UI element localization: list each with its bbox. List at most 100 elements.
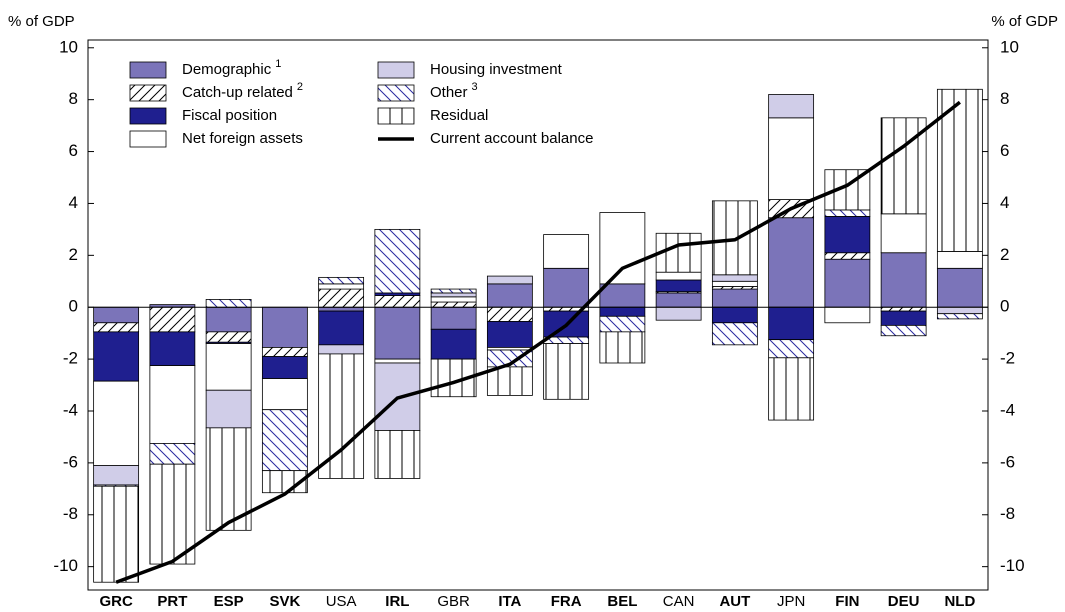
bar-segment [711,322,758,346]
bar-segment [655,306,702,321]
bar-segment [880,213,927,254]
x-tick-label: GBR [437,593,470,610]
x-tick-label: FIN [835,593,859,610]
legend-footnote: 2 [297,81,303,93]
bar-segment [430,296,477,303]
bar-segment [936,306,983,315]
bar-segment [318,288,365,308]
x-tick-label: AUT [719,593,750,610]
bar-segment [318,344,365,355]
bar-segment [205,306,252,333]
bar-segment [205,343,252,391]
bar-segment [543,267,590,308]
bar-segment [430,292,477,298]
y2-tick-label: -10 [1000,556,1025,575]
y2-tick-label: 2 [1000,245,1009,264]
bar-segment [824,306,871,324]
bar-segment [824,216,871,254]
bar-segment [318,283,365,290]
bar-segment [711,288,758,308]
bar-segment [374,358,421,364]
legend-swatch [377,61,415,79]
x-tick-label: SVK [269,593,300,610]
bar-segment [430,301,477,308]
y2-tick-label: 6 [1000,141,1009,160]
y2-axis-label: % of GDP [991,13,1058,30]
y2-tick-label: -2 [1000,349,1015,368]
legend-swatch [377,84,415,102]
bar-segment [543,310,590,338]
x-tick-label: ESP [214,593,244,610]
y-axis-label: % of GDP [8,13,75,30]
bar-segment [93,380,140,466]
bar-segment [880,306,927,312]
y-tick-label: -4 [63,400,78,419]
x-tick-label: PRT [157,593,187,610]
legend-label: Residual [430,107,488,124]
bar-segment [93,485,140,583]
line-series [115,100,961,584]
y-tick-label: 2 [69,245,78,264]
bar-segment [936,267,983,308]
y2-tick-label: 10 [1000,37,1019,56]
bar-segment [543,343,590,400]
bar-segment [149,331,196,366]
bar-segment [374,306,421,360]
bar-segment [149,463,196,565]
bar-segment [93,322,140,333]
bar-segment [486,366,533,396]
bar-segment [768,94,815,119]
bar-segment [93,306,140,324]
bar-segment [824,209,871,217]
x-tick-label: USA [326,593,357,610]
bar-segment [768,339,815,359]
bar-segment [936,313,983,320]
plot-frame [87,39,989,591]
x-tick-label: CAN [663,593,695,610]
bar-segment [486,306,533,322]
legend-swatch [377,107,415,125]
bar-segment [824,258,871,308]
bar-segment [711,280,758,287]
bar-segment [430,328,477,360]
bar-segment [149,365,196,444]
legend-label: Demographic [182,61,272,78]
bar-segment [149,443,196,465]
bar-segment [261,306,308,348]
y-tick-label: -2 [63,349,78,368]
bar-segment [205,299,252,308]
bar-segment [93,331,140,382]
bar-segment [599,212,646,285]
y-tick-label: -10 [53,556,78,575]
bar-segment [880,324,927,337]
legend-swatch [129,84,167,102]
x-tick-label: BEL [607,593,637,610]
x-tick-label: DEU [888,593,920,610]
bar-segment [936,88,983,252]
bar-segment [599,283,646,308]
bar-segment [149,306,196,333]
bar-segment [486,283,533,308]
bar-segment [374,295,421,308]
bar-segment [93,465,140,486]
x-tick-label: GRC [99,593,133,610]
bar-segment [261,378,308,411]
y2-tick-label: -6 [1000,452,1015,471]
bar-segment [374,228,421,294]
legend-label: Current account balance [430,130,593,147]
bar-segment [261,356,308,379]
x-tick-label: ITA [498,593,521,610]
bar-segment [430,306,477,330]
legend-swatch [129,130,167,148]
bar-segment [430,288,477,294]
bar-segment [768,357,815,421]
legend-swatch [129,61,167,79]
bar-segment [486,321,533,348]
bar-segment [261,347,308,357]
y2-tick-label: 0 [1000,297,1009,316]
bar-segment [486,275,533,285]
bar-segment [880,310,927,326]
x-tick-label: FRA [551,593,582,610]
bar-segment [880,252,927,308]
